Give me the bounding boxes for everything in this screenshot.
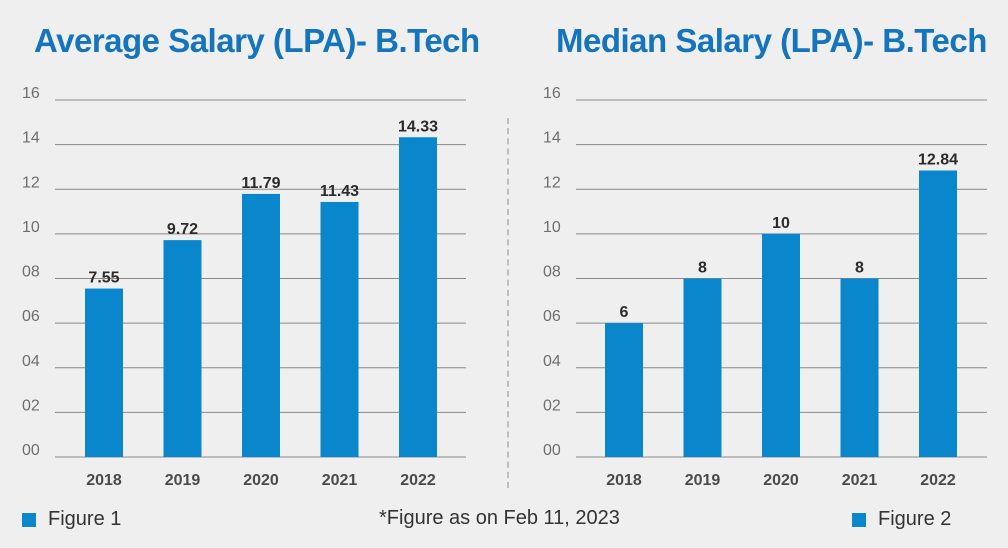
legend-swatch	[852, 512, 866, 527]
bar	[85, 288, 123, 457]
y-tick-label: 10	[543, 219, 561, 236]
bar	[605, 323, 643, 457]
data-label: 7.55	[88, 270, 119, 287]
x-tick-label: 2019	[165, 472, 201, 489]
footnote: *Figure as on Feb 11, 2023	[379, 507, 620, 529]
x-tick-label: 2021	[322, 472, 358, 489]
y-tick-label: 00	[22, 442, 40, 459]
data-label: 12.84	[918, 152, 958, 169]
x-tick-label: 2022	[920, 472, 956, 489]
bar	[683, 278, 722, 457]
y-tick-label: 06	[22, 308, 40, 325]
x-tick-label: 2018	[86, 472, 122, 489]
y-tick-label: 08	[543, 264, 561, 281]
data-label: 8	[698, 260, 707, 277]
data-label: 9.72	[167, 221, 198, 238]
x-tick-label: 2019	[685, 472, 721, 489]
bar	[163, 240, 202, 457]
y-tick-label: 04	[22, 353, 40, 370]
data-label: 14.33	[398, 118, 438, 135]
y-tick-label: 12	[22, 174, 40, 191]
y-tick-label: 10	[22, 219, 40, 236]
legend-figure-2: Figure 2	[852, 508, 951, 531]
bar	[242, 193, 280, 458]
y-tick-label: 16	[543, 85, 561, 102]
chart-divider	[507, 118, 509, 488]
bar	[840, 278, 879, 457]
data-label: 10	[772, 215, 790, 232]
x-tick-label: 2020	[243, 472, 279, 489]
data-label: 6	[620, 304, 629, 321]
y-tick-label: 02	[22, 397, 40, 414]
y-tick-label: 04	[543, 353, 561, 370]
data-label: 8	[855, 260, 864, 277]
bar	[919, 170, 957, 457]
data-label: 11.43	[320, 183, 359, 200]
x-tick-label: 2021	[842, 472, 878, 489]
data-label: 11.79	[241, 175, 280, 192]
y-tick-label: 14	[22, 130, 40, 147]
y-tick-label: 06	[543, 308, 561, 325]
chart-title-average: Average Salary (LPA)- B.Tech	[34, 22, 480, 59]
legend-label: Figure 1	[48, 508, 122, 530]
y-tick-label: 14	[543, 130, 561, 147]
bar	[762, 233, 800, 457]
legend-swatch	[22, 512, 36, 527]
x-tick-label: 2020	[763, 472, 799, 489]
y-tick-label: 08	[22, 264, 40, 281]
x-tick-label: 2022	[400, 472, 436, 489]
y-tick-label: 02	[543, 397, 561, 414]
y-tick-label: 12	[543, 174, 561, 191]
y-tick-label: 00	[543, 442, 561, 459]
bar	[399, 137, 437, 457]
bar	[320, 201, 359, 457]
y-tick-label: 16	[22, 85, 40, 102]
chart-title-median: Median Salary (LPA)- B.Tech	[556, 22, 987, 59]
legend-label: Figure 2	[878, 508, 952, 530]
legend-figure-1: Figure 1	[22, 508, 121, 531]
x-tick-label: 2018	[606, 472, 642, 489]
